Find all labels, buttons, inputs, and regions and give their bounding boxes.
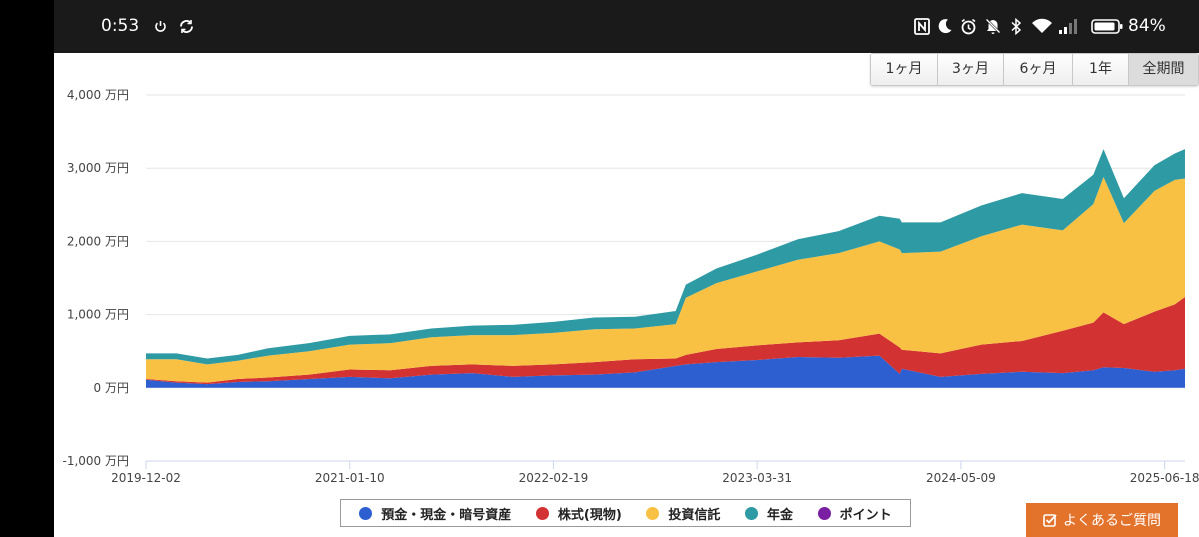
moon-icon bbox=[936, 15, 954, 37]
series-area-2 bbox=[146, 176, 1185, 383]
alarm-icon bbox=[959, 15, 977, 37]
clock-time: 0:53 bbox=[101, 16, 140, 36]
legend-color-dot bbox=[359, 506, 373, 520]
x-tick-label: 2022-02-19 bbox=[519, 471, 589, 485]
faq-button[interactable]: よくあるご質問 bbox=[1026, 503, 1178, 537]
legend-item-deposits[interactable]: 預金・現金・暗号資産 bbox=[359, 504, 511, 523]
battery-icon bbox=[1090, 15, 1124, 37]
y-tick-label: 0 万円 bbox=[94, 381, 129, 395]
battery-percentage: 84% bbox=[1128, 16, 1166, 36]
range-button-3-months[interactable]: 3ヶ月 bbox=[938, 54, 1004, 85]
range-selector: 1ヶ月 3ヶ月 6ヶ月 1年 全期間 bbox=[870, 53, 1199, 86]
chart-legend: 預金・現金・暗号資産 株式(現物) 投資信託 年金 ポイント bbox=[340, 499, 911, 527]
range-button-all-time[interactable]: 全期間 bbox=[1129, 54, 1198, 85]
power-icon bbox=[153, 15, 167, 37]
status-bar: 0:53 84% bbox=[54, 0, 1199, 53]
x-tick-label: 2024-05-09 bbox=[926, 471, 996, 485]
x-tick-label: 2025-06-18 bbox=[1130, 471, 1199, 485]
series-area-0 bbox=[146, 355, 1185, 388]
legend-color-dot bbox=[817, 506, 831, 520]
sync-icon bbox=[177, 15, 195, 37]
legend-item-investment-trusts[interactable]: 投資信託 bbox=[646, 504, 720, 523]
faq-button-label: よくあるご質問 bbox=[1063, 513, 1161, 529]
x-tick-label: 2019-12-02 bbox=[111, 471, 181, 485]
legend-label: 株式(現物) bbox=[557, 507, 622, 523]
stacked-area-chart: -1,000 万円 0 万円 1,000 万円 2,000 万円 3,000 万円 4,0… bbox=[63, 88, 1199, 485]
legend-label: 年金 bbox=[767, 507, 794, 523]
y-tick-label: 1,000 万円 bbox=[67, 308, 129, 322]
y-tick-label: -1,000 万円 bbox=[63, 454, 130, 468]
legend-color-dot bbox=[646, 506, 660, 520]
series-area-1 bbox=[146, 297, 1185, 385]
y-tick-label: 4,000 万円 bbox=[67, 88, 129, 102]
legend-color-dot bbox=[745, 506, 759, 520]
series-area-3 bbox=[146, 149, 1185, 365]
x-tick-label: 2021-01-10 bbox=[315, 471, 385, 485]
legend-item-stocks[interactable]: 株式(現物) bbox=[535, 504, 622, 523]
range-button-1-year[interactable]: 1年 bbox=[1073, 54, 1129, 85]
legend-label: 投資信託 bbox=[668, 507, 721, 523]
y-tick-label: 2,000 万円 bbox=[67, 234, 129, 248]
legend-label: 預金・現金・暗号資産 bbox=[381, 507, 512, 523]
chart-page: -1,000 万円 0 万円 1,000 万円 2,000 万円 3,000 万円 4,0… bbox=[54, 53, 1199, 537]
range-button-6-months[interactable]: 6ヶ月 bbox=[1004, 54, 1073, 85]
notifications-off-icon bbox=[984, 15, 1002, 37]
left-black-bar bbox=[0, 0, 54, 537]
checkbox-edit-icon bbox=[1043, 514, 1057, 527]
bluetooth-icon bbox=[1009, 15, 1023, 37]
wifi-icon bbox=[1030, 15, 1054, 37]
nfc-icon bbox=[913, 15, 931, 37]
y-tick-label: 3,000 万円 bbox=[67, 161, 129, 175]
legend-item-points[interactable]: ポイント bbox=[817, 504, 892, 523]
range-button-1-month[interactable]: 1ヶ月 bbox=[871, 54, 938, 85]
legend-color-dot bbox=[535, 506, 549, 520]
x-tick-label: 2023-03-31 bbox=[722, 471, 792, 485]
legend-item-pension[interactable]: 年金 bbox=[745, 504, 793, 523]
signal-icon bbox=[1057, 15, 1079, 37]
legend-label: ポイント bbox=[839, 507, 892, 523]
